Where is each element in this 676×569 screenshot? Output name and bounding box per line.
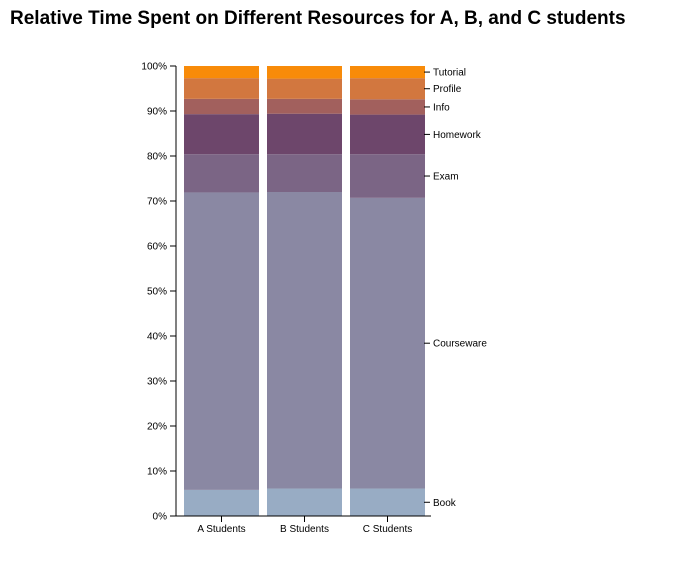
x-axis: A Students B Students C Students <box>176 515 431 535</box>
y-tick-label: 90% <box>147 107 167 118</box>
y-tick-label: 20% <box>147 422 167 433</box>
bar-segment-courseware-2 <box>267 192 342 489</box>
bar-segment-profile-3 <box>350 78 425 100</box>
y-tick-label: 70% <box>147 197 167 208</box>
bar-segment-exam-3 <box>350 154 425 198</box>
x-tick-label: B Students <box>280 524 329 535</box>
bar-segment-book-3 <box>350 488 425 516</box>
bar-segment-info-3 <box>350 99 425 115</box>
bar-segment-homework-2 <box>267 113 342 155</box>
series-label-info: Info <box>433 102 450 113</box>
bar-segment-profile-2 <box>267 78 342 99</box>
series-label-profile: Profile <box>433 84 462 95</box>
bar-segment-info-1 <box>184 98 259 115</box>
bar-segment-courseware-1 <box>184 192 259 490</box>
y-tick-label: 40% <box>147 332 167 343</box>
y-tick-label: 80% <box>147 152 167 163</box>
bar-segment-book-2 <box>267 488 342 516</box>
bar-segment-homework-1 <box>184 114 259 155</box>
chart-title: Relative Time Spent on Different Resourc… <box>10 8 626 29</box>
bar-segment-info-2 <box>267 98 342 114</box>
y-tick-label: 0% <box>153 512 168 523</box>
series-label-homework: Homework <box>433 130 482 141</box>
y-axis: 0% 10% 20% 30% 40% 50% 60% 70% 80% 90% 100% <box>141 62 177 523</box>
y-tick-label: 10% <box>147 467 167 478</box>
bar-segment-courseware-3 <box>350 197 425 489</box>
y-tick-label: 60% <box>147 242 167 253</box>
y-tick-label: 30% <box>147 377 167 388</box>
x-tick-label: A Students <box>197 524 245 535</box>
bar-segment-book-1 <box>184 489 259 516</box>
bar-segment-exam-1 <box>184 154 259 193</box>
series-label-courseware: Courseware <box>433 339 487 350</box>
bar-segment-homework-3 <box>350 114 425 155</box>
bar-segment-profile-1 <box>184 78 259 99</box>
series-label-exam: Exam <box>433 172 459 183</box>
series-label-book: Book <box>433 498 457 509</box>
y-tick-label: 100% <box>141 62 167 73</box>
series-label-tutorial: Tutorial <box>433 68 466 79</box>
bar-segment-tutorial-1 <box>184 66 259 79</box>
bars <box>184 66 425 516</box>
x-tick-label: C Students <box>363 524 412 535</box>
y-tick-label: 50% <box>147 287 167 298</box>
series-labels: Book Courseware Exam Homework Info Profile Tut… <box>424 68 487 509</box>
bar-segment-exam-2 <box>267 154 342 192</box>
bar-segment-tutorial-3 <box>350 66 425 79</box>
bar-segment-tutorial-2 <box>267 66 342 79</box>
